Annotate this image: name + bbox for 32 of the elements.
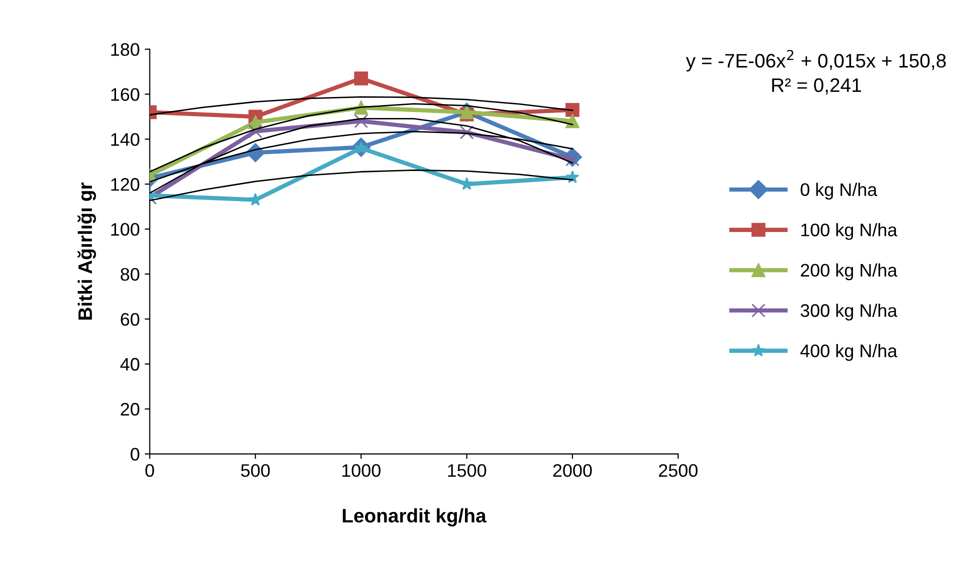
y-axis-title: Bitki Ağırlığı gr [78, 182, 96, 320]
x-tick-label: 0 [145, 464, 154, 477]
y-tick-label: 40 [120, 358, 140, 371]
y-tick-label: 100 [111, 223, 140, 236]
point [460, 125, 474, 140]
text: y = -7E-06x$^{2}$ + 0,015x + 150,8 [686, 50, 946, 72]
x-axis-title: Leonardit kg/ha [342, 508, 486, 526]
y-tick-label: 140 [111, 133, 140, 146]
x-tick-label: 500 [241, 464, 270, 477]
legend-label: 200 kg N/ha [800, 263, 898, 280]
y-tick-label: 20 [120, 402, 140, 416]
x-tick-label: 1500 [448, 464, 486, 477]
y-tick-label: 180 [111, 43, 140, 56]
text: R² = 0,241 [772, 78, 861, 94]
point [566, 102, 580, 117]
y-tick-label: 0 [130, 448, 140, 461]
legend-label: 400 kg N/ha [800, 344, 898, 361]
point [248, 124, 262, 138]
point [354, 72, 368, 86]
point [354, 114, 368, 128]
point [248, 192, 262, 206]
y-tick-label: 80 [120, 268, 140, 281]
legend-label: 300 kg N/ha [800, 304, 898, 321]
y-tick-label: 120 [111, 178, 140, 191]
legend-label: 0 kg N/ha [800, 182, 878, 200]
y-tick-label: 160 [111, 88, 140, 101]
point [566, 114, 580, 128]
y-tick-label: 60 [120, 312, 140, 326]
x-tick-label: 2500 [658, 464, 698, 477]
legend-label: 100 kg N/ha [801, 223, 898, 240]
x-tick-label: 1000 [342, 464, 380, 477]
x-tick-label: 2000 [553, 464, 592, 477]
